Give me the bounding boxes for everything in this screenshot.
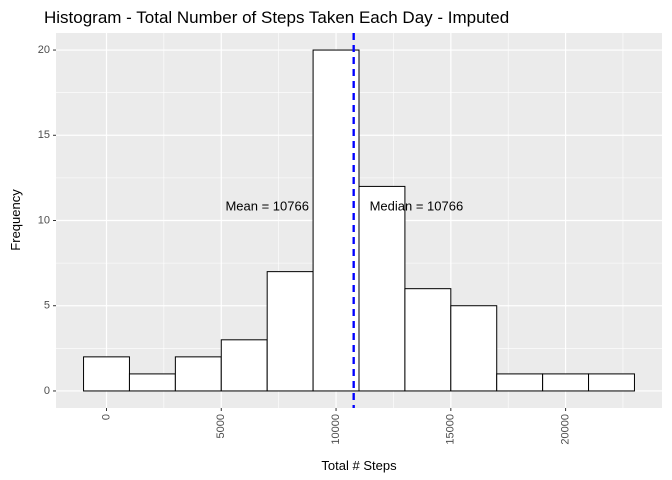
y-tick-label: 15 xyxy=(38,129,50,141)
y-tick-label: 5 xyxy=(44,300,50,312)
histogram-bar xyxy=(128,373,176,392)
histogram-bar xyxy=(496,373,544,392)
y-tick-label: 0 xyxy=(44,385,50,397)
histogram-bars xyxy=(83,49,635,392)
y-tick-label: 10 xyxy=(38,214,50,226)
histogram-bar xyxy=(220,339,268,392)
x-tick-label: 0 xyxy=(100,414,112,420)
x-tick-label: 15000 xyxy=(445,414,457,445)
histogram-bar xyxy=(174,356,222,392)
x-axis: 0 5000 10000 15000 20000 xyxy=(100,408,571,445)
histogram-bar xyxy=(588,373,635,392)
x-axis-label: Total # Steps xyxy=(321,458,397,473)
histogram-bar xyxy=(542,373,590,392)
annotations: Mean = 10766 Median = 10766 xyxy=(225,198,463,213)
annotation-label: Median = 10766 xyxy=(370,198,464,213)
y-axis-label: Frequency xyxy=(8,189,23,251)
histogram-bar xyxy=(358,185,406,392)
y-axis: 0 5 10 15 20 xyxy=(38,44,56,397)
x-tick-label: 20000 xyxy=(559,414,571,445)
x-tick-label: 10000 xyxy=(330,414,342,445)
x-tick-label: 5000 xyxy=(215,414,227,438)
histogram-bar xyxy=(404,288,452,392)
chart-title: Histogram - Total Number of Steps Taken … xyxy=(44,8,509,27)
histogram-bar xyxy=(83,356,130,392)
histogram-bar xyxy=(312,49,360,392)
annotation-label: Mean = 10766 xyxy=(225,198,308,213)
histogram-bar xyxy=(450,305,498,392)
y-tick-label: 20 xyxy=(38,44,50,56)
histogram-bar xyxy=(266,271,314,392)
